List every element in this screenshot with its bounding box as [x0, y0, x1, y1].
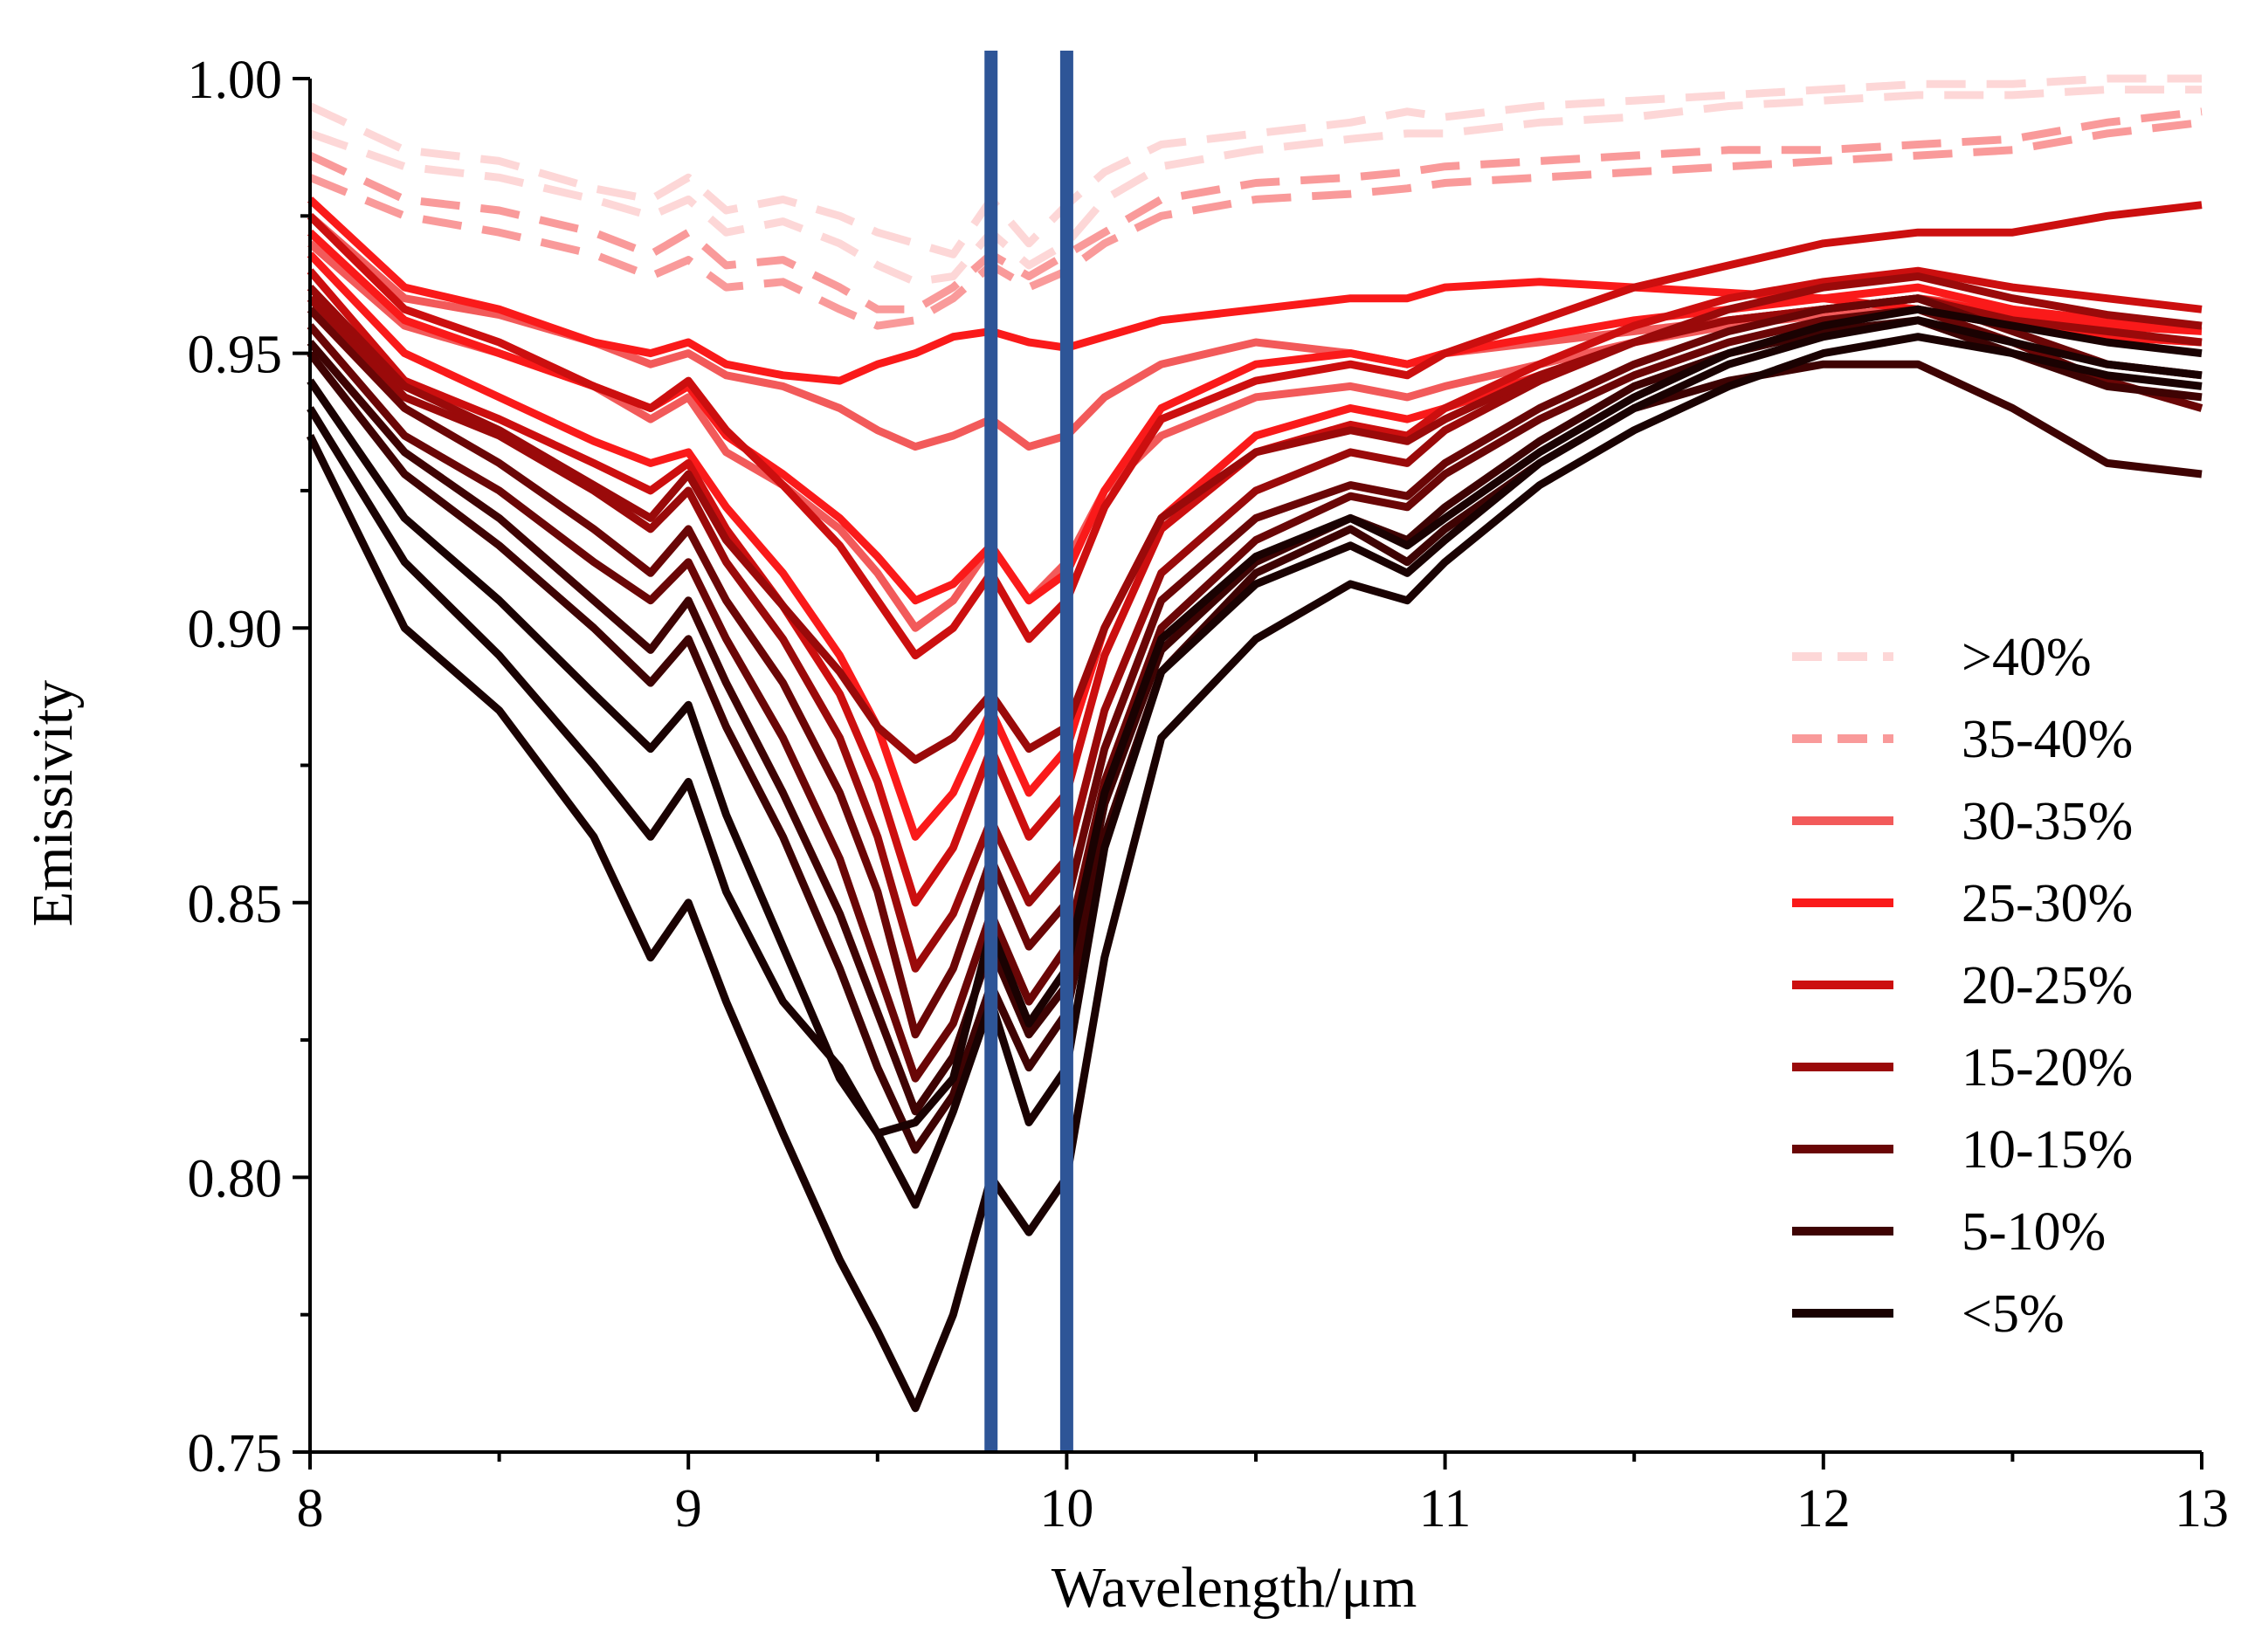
- legend-item: 25-30%: [1792, 874, 2133, 933]
- legend-label: 35-40%: [1962, 710, 2133, 769]
- legend-item: 35-40%: [1792, 710, 2133, 769]
- reference-lines: [984, 51, 1073, 1452]
- y-tick-label: 0.75: [188, 1424, 283, 1483]
- y-tick-label: 0.95: [188, 326, 283, 385]
- legend-item: <5%: [1792, 1284, 2065, 1344]
- legend: >40% 35-40% 30-35% 25-30% 20-25% 15-20% 10-15%…: [1792, 628, 2133, 1344]
- legend-label: 10-15%: [1962, 1120, 2133, 1180]
- legend-label: 25-30%: [1962, 874, 2133, 933]
- legend-label: 15-20%: [1962, 1038, 2133, 1098]
- legend-item: 15-20%: [1792, 1038, 2133, 1098]
- x-tick-label: 8: [297, 1479, 324, 1538]
- y-tick-label: 1.00: [188, 51, 283, 110]
- y-axis-title: Emissivity: [21, 680, 85, 926]
- axes: 8 9 10 11 12 13 0.75 0.80 0.85 0.90 0.95 1.00: [188, 51, 2230, 1538]
- x-tick-label: 11: [1419, 1479, 1472, 1538]
- x-tick-label: 12: [1796, 1479, 1851, 1538]
- legend-label: >40%: [1962, 628, 2092, 687]
- legend-item: >40%: [1792, 628, 2092, 687]
- x-tick-label: 10: [1039, 1479, 1093, 1538]
- legend-item: 30-35%: [1792, 792, 2133, 851]
- x-tick-label: 13: [2175, 1479, 2229, 1538]
- legend-item: 5-10%: [1792, 1202, 2106, 1262]
- series-line: [308, 86, 2202, 286]
- legend-item: 10-15%: [1792, 1120, 2133, 1180]
- x-axis-title: Wavelength/μm: [1052, 1556, 1417, 1620]
- x-tick-label: 9: [675, 1479, 702, 1538]
- legend-item: 20-25%: [1792, 956, 2133, 1015]
- legend-label: 30-35%: [1962, 792, 2133, 851]
- y-tick-label: 0.90: [188, 600, 283, 659]
- series-line: [308, 107, 2203, 313]
- legend-label: <5%: [1962, 1284, 2065, 1344]
- y-tick-label: 0.85: [188, 875, 283, 934]
- legend-label: 20-25%: [1962, 956, 2133, 1015]
- legend-label: 5-10%: [1962, 1202, 2106, 1262]
- y-tick-label: 0.80: [188, 1149, 283, 1208]
